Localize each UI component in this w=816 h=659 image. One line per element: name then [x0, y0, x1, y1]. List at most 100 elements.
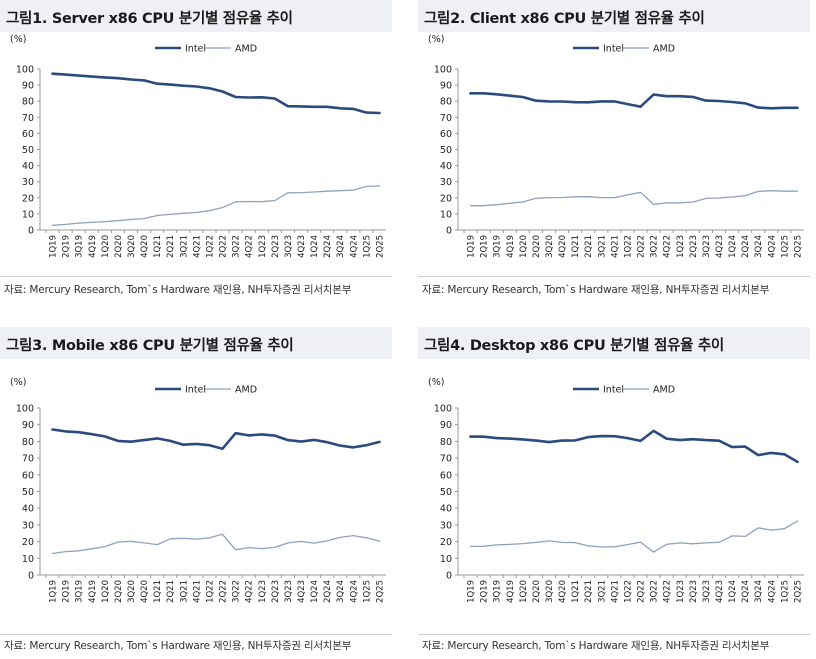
- chart-title: 그림2. Client x86 CPU 분기별 점유율 추이: [424, 11, 705, 27]
- x-tick-label: 1Q22: [623, 235, 633, 258]
- source-divider: [418, 276, 810, 277]
- x-tick-label: 4Q19: [506, 580, 516, 603]
- x-tick-label: 1Q21: [571, 235, 581, 258]
- y-tick-label: 100: [434, 65, 452, 76]
- x-tick-label: 3Q23: [284, 235, 294, 258]
- x-tick-label: 4Q20: [140, 235, 150, 258]
- x-tick-label: 2Q25: [375, 235, 385, 258]
- x-tick-label: 3Q21: [597, 235, 607, 258]
- y-tick-label: 40: [440, 504, 452, 515]
- x-tick-label: 2Q20: [532, 235, 542, 258]
- x-tick-label: 2Q25: [375, 580, 385, 603]
- x-tick-label: 2Q22: [637, 235, 647, 258]
- x-tick-label: 1Q22: [623, 580, 633, 603]
- x-tick-label: 1Q19: [49, 235, 59, 258]
- x-tick-label: 2Q25: [793, 580, 803, 603]
- chart-panel-desktop: 그림4. Desktop x86 CPU 분기별 점유율 추이 (%) 0 10 20…: [418, 327, 816, 652]
- x-tick-label: 3Q19: [493, 580, 503, 603]
- x-tick-label: 1Q23: [676, 580, 686, 603]
- x-tick-label: 2Q20: [532, 580, 542, 603]
- y-tick-label: 30: [440, 177, 452, 188]
- x-tick-label: 1Q20: [519, 580, 529, 603]
- x-tick-label: 3Q20: [127, 580, 137, 603]
- x-tick-label: 1Q22: [205, 235, 215, 258]
- legend-label-amd: AMD: [235, 44, 257, 55]
- x-tick-label: 4Q22: [245, 580, 255, 603]
- y-tick-label: 30: [440, 520, 452, 531]
- legend-label-amd: AMD: [235, 385, 257, 396]
- x-tick-label: 3Q24: [754, 580, 764, 603]
- y-tick-label: 0: [28, 226, 34, 237]
- y-tick-label: 20: [22, 193, 34, 204]
- y-tick-label: 40: [22, 504, 34, 515]
- unit-label: (%): [10, 34, 26, 45]
- x-tick-label: 3Q19: [75, 235, 85, 258]
- y-tick-label: 70: [22, 454, 34, 465]
- x-tick-label: 3Q19: [493, 235, 503, 258]
- x-tick-label: 4Q21: [192, 580, 202, 603]
- series-line-amd: [469, 190, 799, 207]
- line-chart: (%) 0 10 20 30 40 50 60 70 80 90 100 1Q19 2Q19 3Q19 4Q1…: [10, 34, 386, 258]
- y-tick-label: 80: [440, 437, 452, 448]
- y-tick-label: 30: [22, 520, 34, 531]
- y-tick-label: 60: [22, 470, 34, 481]
- x-tick-label: 3Q20: [545, 580, 555, 603]
- title-bar: 그림1. Server x86 CPU 분기별 점유율 추이: [0, 0, 392, 32]
- x-tick-label: 2Q20: [114, 580, 124, 603]
- x-tick-label: 3Q19: [75, 580, 85, 603]
- x-tick-label: 3Q24: [336, 580, 346, 603]
- x-tick-label: 1Q20: [101, 235, 111, 258]
- x-tick-label: 1Q21: [571, 580, 581, 603]
- x-tick-label: 4Q23: [715, 580, 725, 603]
- x-tick-label: 2Q24: [323, 235, 333, 258]
- series-line-amd: [51, 185, 381, 226]
- x-tick-label: 4Q24: [767, 235, 777, 258]
- chart-panel-server: 그림1. Server x86 CPU 분기별 점유율 추이 (%) 0 10 20 3…: [0, 0, 398, 320]
- x-tick-label: 2Q23: [689, 580, 699, 603]
- x-tick-label: 2Q19: [62, 580, 72, 603]
- x-tick-label: 4Q20: [140, 580, 150, 603]
- x-tick-label: 2Q22: [637, 580, 647, 603]
- x-tick-label: 4Q23: [297, 235, 307, 258]
- x-tick-label: 2Q23: [689, 235, 699, 258]
- x-tick-label: 1Q25: [780, 580, 790, 603]
- x-tick-label: 1Q25: [780, 235, 790, 258]
- title-bar: 그림4. Desktop x86 CPU 분기별 점유율 추이: [418, 327, 810, 359]
- series-line-amd: [469, 520, 799, 553]
- x-tick-label: 4Q24: [349, 235, 359, 258]
- y-tick-label: 20: [440, 537, 452, 548]
- x-tick-label: 2Q24: [741, 235, 751, 258]
- series-line-intel: [51, 72, 381, 115]
- chart-panel-mobile: 그림3. Mobile x86 CPU 분기별 점유율 추이 (%) 0 10 20 3…: [0, 327, 398, 652]
- y-tick-label: 100: [434, 404, 452, 415]
- y-tick-label: 60: [440, 129, 452, 140]
- x-tick-label: 4Q20: [558, 235, 568, 258]
- x-tick-label: 2Q22: [219, 235, 229, 258]
- y-tick-label: 80: [440, 97, 452, 108]
- title-bar: 그림2. Client x86 CPU 분기별 점유율 추이: [418, 0, 810, 32]
- x-tick-label: 1Q24: [728, 580, 738, 603]
- unit-label: (%): [428, 377, 444, 388]
- y-tick-label: 10: [22, 554, 34, 565]
- source-note: 자료: Mercury Research, Tom`s Hardware 재인용…: [4, 284, 352, 296]
- y-tick-label: 30: [22, 177, 34, 188]
- x-tick-label: 1Q20: [101, 580, 111, 603]
- series-line-intel: [469, 91, 799, 110]
- x-tick-label: 2Q21: [166, 580, 176, 603]
- x-tick-label: 4Q19: [88, 235, 98, 258]
- x-tick-label: 1Q23: [258, 580, 268, 603]
- legend-label-intel: Intel: [185, 385, 206, 396]
- y-tick-label: 60: [22, 129, 34, 140]
- y-tick-label: 70: [22, 113, 34, 124]
- y-tick-label: 40: [22, 161, 34, 172]
- legend-label-amd: AMD: [653, 385, 675, 396]
- x-tick-label: 3Q22: [650, 235, 660, 258]
- legend-label-amd: AMD: [653, 44, 675, 55]
- x-tick-label: 4Q23: [297, 580, 307, 603]
- title-bar: 그림3. Mobile x86 CPU 분기별 점유율 추이: [0, 327, 392, 359]
- x-tick-label: 4Q23: [715, 235, 725, 258]
- y-tick-label: 10: [440, 209, 452, 220]
- x-tick-label: 4Q22: [663, 235, 673, 258]
- source-divider: [0, 634, 392, 635]
- x-tick-label: 4Q21: [192, 235, 202, 258]
